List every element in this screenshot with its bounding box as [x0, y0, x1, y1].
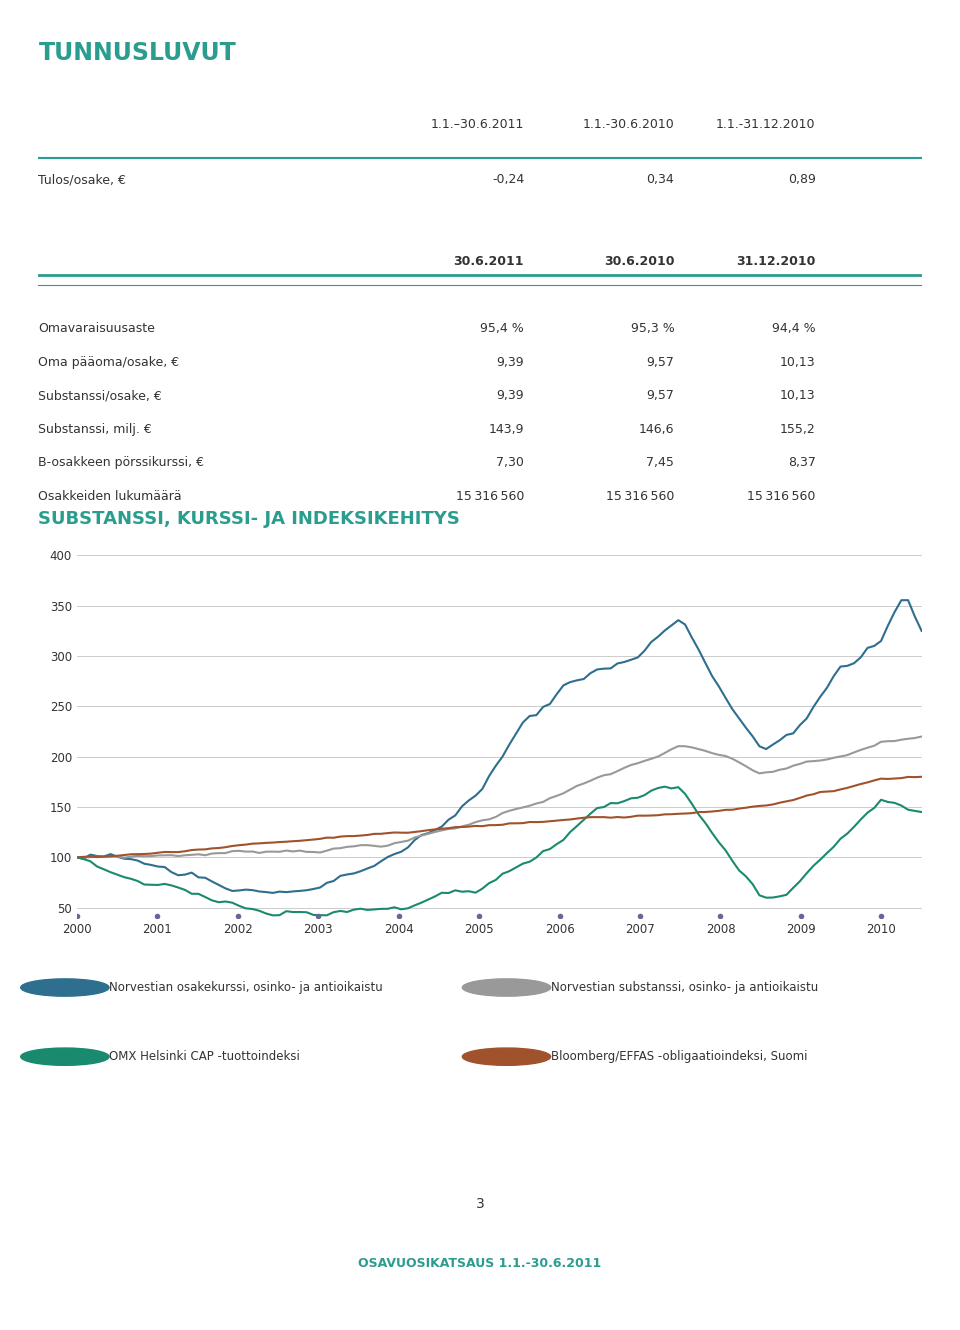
- Text: Osakkeiden lukumäärä: Osakkeiden lukumäärä: [38, 489, 182, 503]
- Text: Bloomberg/EFFAS -obligaatioindeksi, Suomi: Bloomberg/EFFAS -obligaatioindeksi, Suom…: [551, 1051, 807, 1063]
- Text: 9,39: 9,39: [496, 356, 524, 368]
- Text: 155,2: 155,2: [780, 423, 816, 436]
- Text: OMX Helsinki CAP -tuottoindeksi: OMX Helsinki CAP -tuottoindeksi: [109, 1051, 300, 1063]
- Text: OSAVUOSIKATSAUS 1.1.-30.6.2011: OSAVUOSIKATSAUS 1.1.-30.6.2011: [358, 1257, 602, 1270]
- Text: Oma pääoma/osake, €: Oma pääoma/osake, €: [38, 356, 180, 368]
- Text: Norvestian substanssi, osinko- ja antioikaistu: Norvestian substanssi, osinko- ja antioi…: [551, 982, 818, 994]
- Text: 7,30: 7,30: [496, 456, 524, 469]
- Text: Omavaraisuusaste: Omavaraisuusaste: [38, 322, 156, 335]
- Text: 9,39: 9,39: [496, 390, 524, 403]
- Text: 9,57: 9,57: [646, 390, 674, 403]
- Circle shape: [463, 1048, 551, 1065]
- Text: 30.6.2011: 30.6.2011: [454, 255, 524, 269]
- Circle shape: [21, 1048, 109, 1065]
- Text: 7,45: 7,45: [646, 456, 674, 469]
- Text: 0,34: 0,34: [646, 173, 674, 186]
- Text: SUBSTANSSI, KURSSI- JA INDEKSIKEHITYS: SUBSTANSSI, KURSSI- JA INDEKSIKEHITYS: [38, 509, 460, 528]
- Text: Substanssi, milj. €: Substanssi, milj. €: [38, 423, 152, 436]
- Text: 1.1.-31.12.2010: 1.1.-31.12.2010: [716, 117, 816, 130]
- Text: 95,3 %: 95,3 %: [631, 322, 674, 335]
- Text: 9,57: 9,57: [646, 356, 674, 368]
- Text: 15 316 560: 15 316 560: [747, 489, 816, 503]
- Text: 3: 3: [475, 1197, 485, 1210]
- Text: 146,6: 146,6: [638, 423, 674, 436]
- Text: 15 316 560: 15 316 560: [606, 489, 674, 503]
- Text: 31.12.2010: 31.12.2010: [736, 255, 816, 269]
- Text: TUNNUSLUVUT: TUNNUSLUVUT: [38, 41, 236, 65]
- Text: -0,24: -0,24: [492, 173, 524, 186]
- Text: 1.1.-30.6.2010: 1.1.-30.6.2010: [583, 117, 674, 130]
- Text: Tulos/osake, €: Tulos/osake, €: [38, 173, 127, 186]
- Text: 15 316 560: 15 316 560: [456, 489, 524, 503]
- Text: 94,4 %: 94,4 %: [772, 322, 816, 335]
- Text: 10,13: 10,13: [780, 390, 816, 403]
- Circle shape: [463, 979, 551, 996]
- Text: 143,9: 143,9: [489, 423, 524, 436]
- Text: 1.1.–30.6.2011: 1.1.–30.6.2011: [431, 117, 524, 130]
- Text: 0,89: 0,89: [788, 173, 816, 186]
- Text: 30.6.2010: 30.6.2010: [604, 255, 674, 269]
- Text: Substanssi/osake, €: Substanssi/osake, €: [38, 390, 162, 403]
- Text: B-osakkeen pörssikurssi, €: B-osakkeen pörssikurssi, €: [38, 456, 204, 469]
- Text: 10,13: 10,13: [780, 356, 816, 368]
- Text: Norvestian osakekurssi, osinko- ja antioikaistu: Norvestian osakekurssi, osinko- ja antio…: [109, 982, 383, 994]
- Text: 95,4 %: 95,4 %: [480, 322, 524, 335]
- Text: 8,37: 8,37: [788, 456, 816, 469]
- Circle shape: [21, 979, 109, 996]
